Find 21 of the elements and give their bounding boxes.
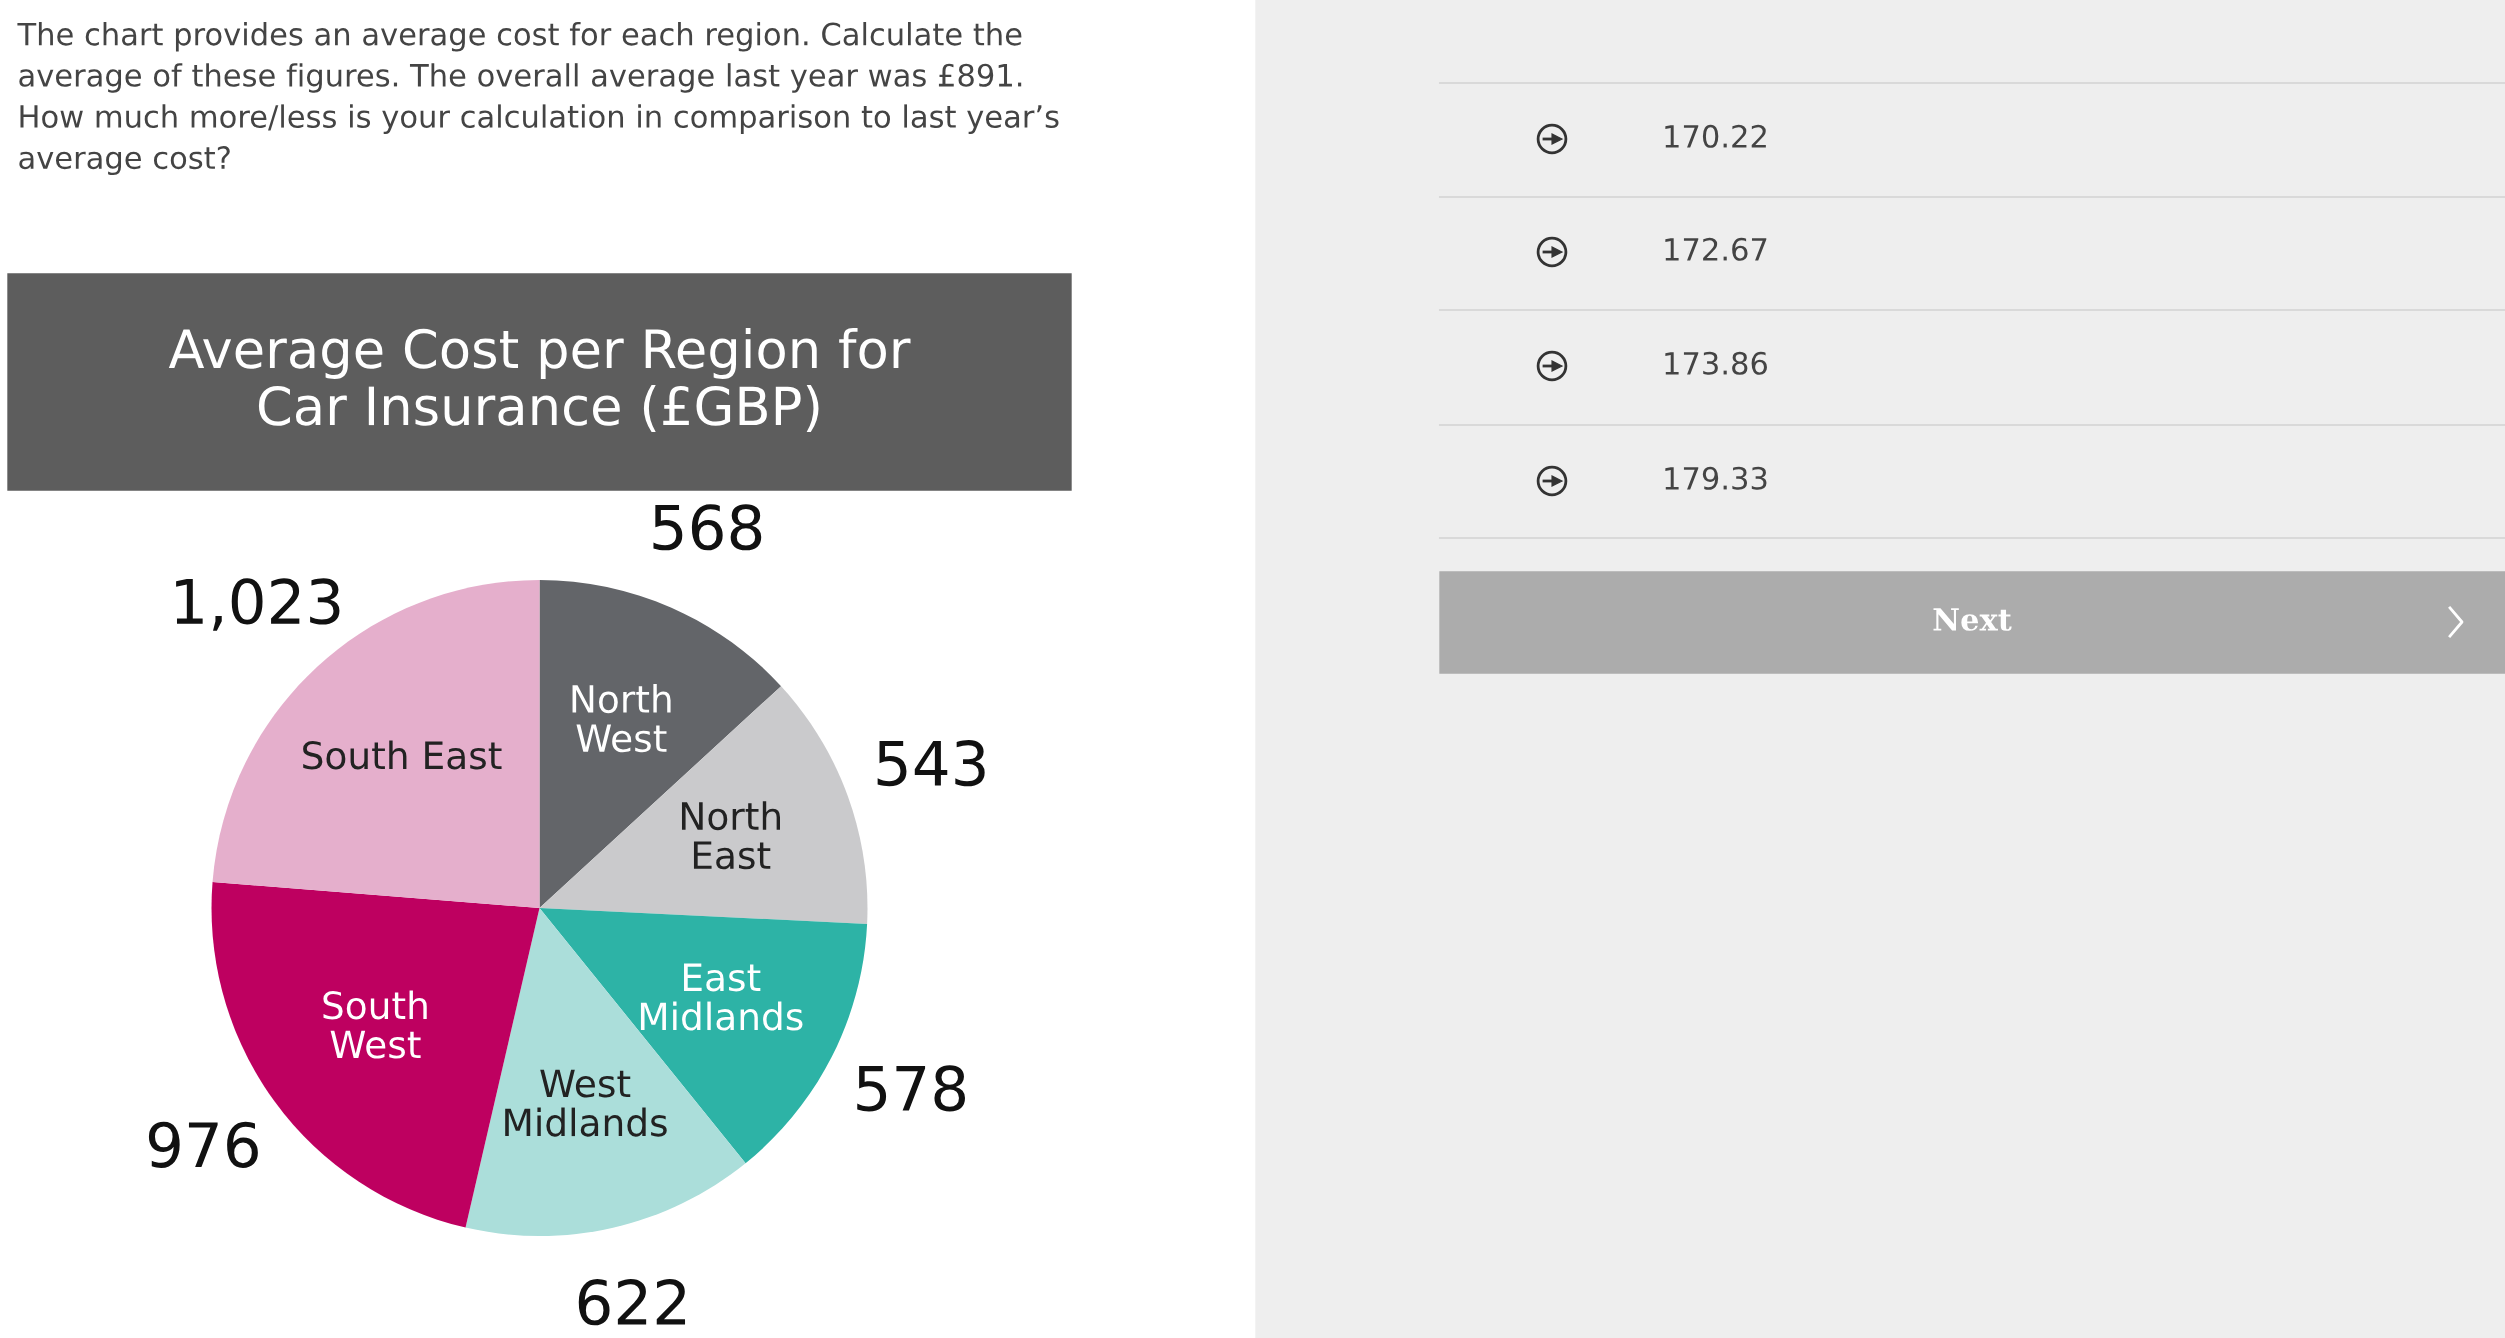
slice-label: South West — [323, 990, 427, 1059]
slice-label: South East — [303, 740, 502, 770]
text: 173.86 — [1665, 351, 1767, 375]
chart-title: Average Cost per Region for Car Insurance (£GBP) — [168, 327, 911, 433]
text: Next — [1933, 608, 2012, 631]
data-label: 976 — [148, 1121, 258, 1168]
pie-slice — [539, 686, 868, 925]
slice-label: East Midlands — [640, 963, 803, 1031]
slice-label: North East — [681, 801, 780, 870]
slice-label: West Midlands — [505, 1069, 667, 1137]
data-label: 568 — [653, 504, 762, 551]
data-label: 622 — [578, 1279, 686, 1326]
pie-slice — [539, 580, 782, 908]
slice-label: North West — [572, 684, 671, 753]
data-label: 578 — [857, 1065, 965, 1112]
text: 172.67 — [1665, 237, 1767, 261]
text: The chart provides an average cost for each region. Calculate the average of these figures. The overall average last year was £891. How much more/less is your calculation in comparison to last year’s average cost? — [17, 22, 1059, 176]
data-label: 543 — [877, 740, 985, 787]
text: 170.22 — [1665, 124, 1766, 148]
data-label: 1,023 — [176, 578, 340, 631]
text: 179.33 — [1665, 466, 1767, 490]
